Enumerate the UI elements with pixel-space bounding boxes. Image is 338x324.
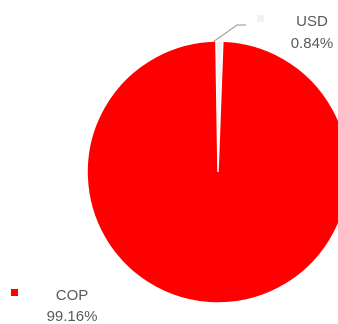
usd-label-marker: [257, 15, 264, 22]
slices-layer: [86, 40, 338, 304]
cop-label-name: COP: [56, 287, 89, 304]
usd-label-name: USD: [296, 13, 328, 30]
cop-label-value: 99.16%: [47, 308, 98, 324]
usd-leader-line: [212, 24, 246, 43]
labels-layer: COP 99.16% USD 0.84%: [11, 13, 333, 324]
usd-label-value: 0.84%: [291, 35, 334, 52]
cop-slice: [86, 40, 338, 304]
cop-label-marker: [11, 289, 18, 296]
